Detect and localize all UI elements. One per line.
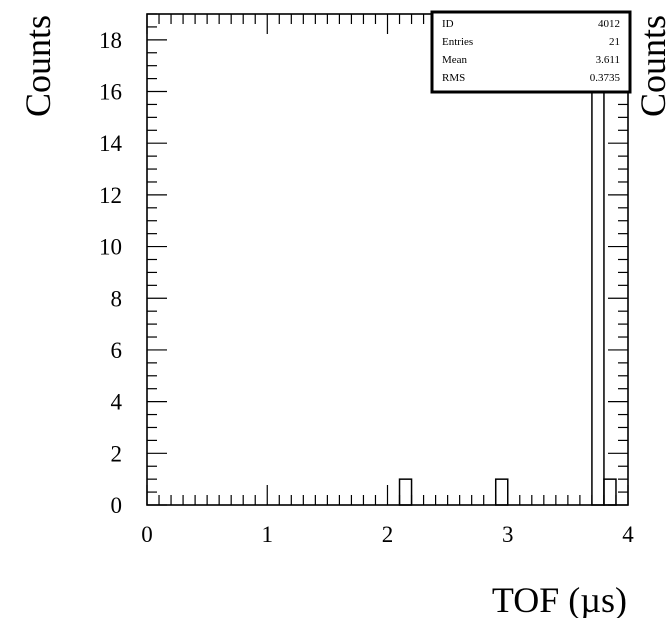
- y-tick-label: 14: [99, 131, 123, 156]
- histogram-bars: [398, 64, 617, 506]
- stats-label: Entries: [442, 36, 473, 48]
- stats-value: 3.611: [596, 54, 620, 66]
- histogram-bar: [591, 64, 605, 506]
- histogram-bar: [398, 478, 413, 506]
- histogram-bar: [494, 478, 509, 506]
- stats-label: Mean: [442, 54, 468, 66]
- x-tick-label: 2: [382, 522, 394, 547]
- stats-box-frame: [430, 10, 632, 94]
- stats-box: ID 4012 Entries 21 Mean 3.611 RMS 0.3735: [430, 10, 632, 94]
- x-tick-label: 4: [622, 522, 634, 547]
- y-tick-label: 2: [111, 441, 123, 466]
- y-tick-label: 4: [111, 390, 123, 415]
- y-tick-label: 18: [99, 28, 122, 53]
- x-tick-labels: 0 1 2 3 4: [141, 522, 634, 547]
- histogram-bar: [603, 478, 617, 506]
- x-tick-label: 0: [141, 522, 153, 547]
- y-tick-label: 10: [99, 235, 122, 260]
- plot-frame: [146, 13, 629, 506]
- x-tick-label: 3: [502, 522, 514, 547]
- y-tick-label: 8: [111, 286, 123, 311]
- y-tick-label: 12: [99, 183, 122, 208]
- x-tick-label: 1: [262, 522, 274, 547]
- x-axis-title: TOF (µs): [492, 580, 627, 618]
- stats-value: 21: [609, 36, 620, 48]
- stats-value: 0.3735: [590, 72, 621, 84]
- y-axis-title: Counts: [18, 15, 58, 117]
- y-tick-label: 0: [111, 493, 123, 518]
- stats-value: 4012: [598, 18, 620, 30]
- edge-y-axis-title: Counts: [633, 15, 669, 117]
- stats-label: RMS: [442, 72, 465, 84]
- y-tick-labels: 0 2 4 6 8 10 12 14 16 18: [99, 28, 123, 518]
- y-tick-label: 6: [111, 338, 123, 363]
- stats-label: ID: [442, 18, 454, 30]
- y-tick-label: 16: [99, 80, 122, 105]
